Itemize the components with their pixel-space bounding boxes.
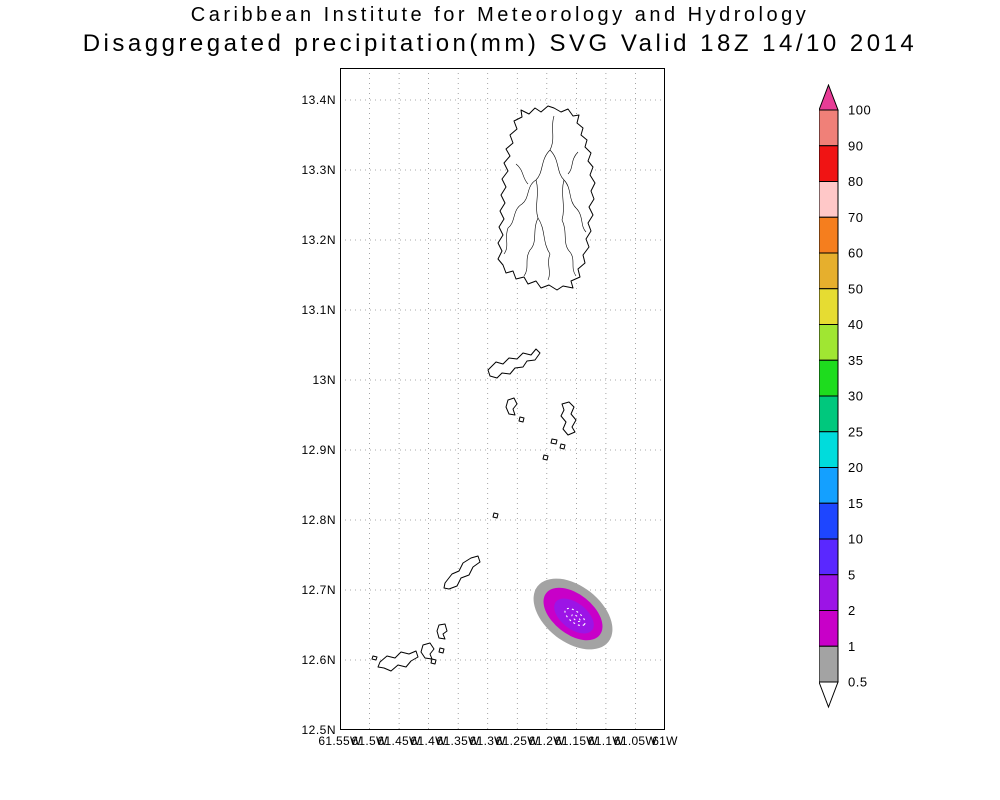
lon-axis-label: 61.5W (351, 734, 388, 748)
colorbar-band (819, 252, 839, 290)
grid-lines (340, 68, 665, 730)
lat-axis-label: 12.5N (301, 723, 336, 737)
colorbar-level-label: 60 (848, 246, 863, 261)
institution-title: Caribbean Institute for Meteorology and … (190, 4, 810, 26)
lon-axis-label: 61.3W (469, 734, 506, 748)
islet-small-5 (492, 512, 499, 519)
islet-small-1 (518, 416, 525, 423)
colorbar-level-label: 1 (848, 639, 856, 654)
inner-contour-dashed-2 (571, 614, 581, 622)
colorbar-band (819, 324, 839, 361)
colorbar-level-label: 20 (848, 460, 863, 475)
colorbar-level-label: 40 (848, 317, 863, 332)
colorbar-band (819, 502, 839, 540)
lat-axis-label: 13N (312, 373, 336, 387)
map-plot (340, 68, 665, 730)
tobago-cays-islet (438, 647, 445, 654)
colorbar-level-label: 2 (848, 603, 856, 618)
colorbar-band (819, 288, 839, 325)
lon-axis-label: 61.55W (318, 734, 362, 748)
lon-axis-label: 61.15W (554, 734, 598, 748)
lat-axis-label: 12.8N (301, 513, 336, 527)
colorbar-level-label: 0.5 (848, 675, 868, 690)
colorbar-level-label: 15 (848, 496, 863, 511)
lon-axis-label: 61.35W (436, 734, 480, 748)
islet-small-2 (550, 438, 558, 445)
colorbar-band (819, 610, 839, 647)
union-island (377, 650, 419, 672)
colorbar-level-label: 35 (848, 353, 863, 368)
colorbar-band (819, 216, 839, 254)
inner-contour-dashed (564, 607, 586, 627)
colorbar-level-label: 10 (848, 532, 863, 547)
lon-axis-label: 61.4W (410, 734, 447, 748)
islet-small-3 (559, 443, 566, 450)
colorbar-band (819, 109, 839, 147)
colorbar-level-label: 70 (848, 210, 863, 225)
colorbar-bottom-arrow (819, 681, 839, 709)
colorbar-band (819, 467, 839, 504)
bequia-island (487, 348, 541, 379)
mustique-island (560, 401, 577, 436)
colorbar-svg: 100 90 80 70 60 50 40 35 30 25 20 15 10 5 2 1 0.5 (819, 84, 871, 709)
colorbar-band (819, 431, 839, 468)
colorbar-level-label: 50 (848, 281, 863, 296)
colorbar-band (819, 574, 839, 611)
lat-axis-label: 13.2N (301, 233, 336, 247)
islet-south-of-bequia (505, 397, 518, 416)
colorbar-level-label: 100 (848, 103, 871, 118)
colorbar-level-label: 25 (848, 424, 863, 439)
map-frame (340, 68, 665, 730)
colorbar-band (819, 145, 839, 182)
colorbar-band (819, 181, 839, 218)
colorbar-band (819, 359, 839, 397)
islet-small-6 (371, 655, 378, 661)
canouan-island (443, 555, 481, 590)
lat-axis-label: 13.1N (301, 303, 336, 317)
title-block: Caribbean Institute for Meteorology and … (0, 4, 1000, 58)
colorbar-level-label: 90 (848, 138, 863, 153)
islet-north-of-mayreau (436, 623, 448, 640)
precipitation-contours (533, 578, 613, 650)
colorbar-level-label: 80 (848, 174, 863, 189)
colorbar-band (819, 645, 839, 683)
lon-axis-label: 61.45W (377, 734, 421, 748)
lon-axis-label: 61.1W (587, 734, 624, 748)
colorbar-band (819, 395, 839, 433)
lon-axis-label: 61.05W (613, 734, 658, 748)
lat-axis-label: 12.6N (301, 653, 336, 667)
islet-small-4 (542, 454, 549, 461)
coastlines (371, 105, 596, 672)
lat-axis-label: 12.9N (301, 443, 336, 457)
lat-axis-label: 12.7N (301, 583, 336, 597)
lon-axis-label: 61W (652, 734, 678, 748)
lat-axis-label: 13.4N (301, 93, 336, 107)
st-vincent-island (497, 105, 596, 291)
colorbar-band (819, 538, 839, 576)
colorbar-level-label: 30 (848, 389, 863, 404)
palm-islet (430, 658, 437, 665)
plot-title: Disaggregated precipitation(mm) SVG Vali… (82, 30, 918, 57)
lat-axis-label: 13.3N (301, 163, 336, 177)
colorbar-top-arrow (819, 84, 839, 111)
lon-axis-label: 61.2W (528, 734, 565, 748)
lon-axis-label: 61.25W (495, 734, 539, 748)
colorbar-level-label: 5 (848, 567, 856, 582)
st-vincent-rivers (503, 115, 587, 281)
mayreau-island (420, 642, 435, 660)
